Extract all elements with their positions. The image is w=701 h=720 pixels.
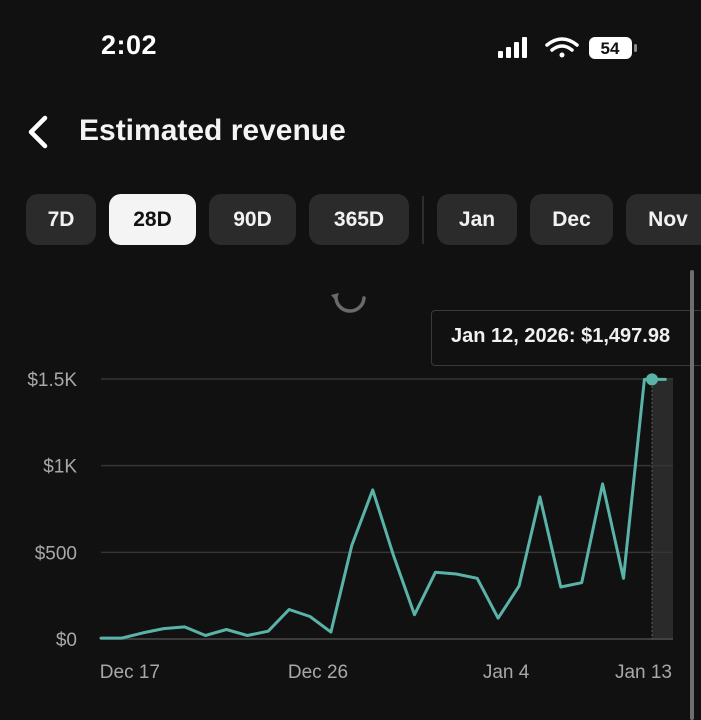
- revenue-line: [99, 377, 667, 640]
- highlight-band: [652, 378, 673, 640]
- period-selector: 7D 28D 90D 365D Jan Dec Nov: [26, 194, 701, 246]
- loading-spinner-icon: [331, 293, 366, 313]
- battery-icon: 54: [589, 37, 637, 59]
- chart-tooltip: Jan 12, 2026: $1,497.98: [431, 310, 701, 366]
- y-tick-label: $1.5K: [27, 370, 77, 391]
- status-icons: 54: [498, 37, 637, 59]
- x-tick-label: Dec 26: [288, 662, 348, 683]
- period-chip-28d[interactable]: 28D: [109, 194, 196, 245]
- x-tick-label: Jan 13: [615, 662, 672, 683]
- x-tick-label: Jan 4: [483, 662, 530, 683]
- scrollbar[interactable]: [690, 270, 694, 720]
- y-tick-label: $500: [35, 543, 77, 564]
- y-tick-label: $0: [56, 630, 77, 651]
- chevron-left-icon: [28, 115, 48, 149]
- period-chip-7d[interactable]: 7D: [26, 194, 96, 245]
- period-chip-dec[interactable]: Dec: [530, 194, 613, 245]
- tooltip-text: Jan 12, 2026: $1,497.98: [451, 325, 671, 347]
- period-chip-jan[interactable]: Jan: [437, 194, 517, 245]
- y-tick-label: $1K: [43, 457, 77, 478]
- battery-level: 54: [601, 39, 620, 58]
- period-chip-90d[interactable]: 90D: [209, 194, 296, 245]
- period-chip-365d[interactable]: 365D: [309, 194, 409, 245]
- period-chip-nov[interactable]: Nov: [626, 194, 701, 245]
- wifi-icon: [545, 37, 579, 58]
- status-time: 2:02: [101, 30, 158, 60]
- page-title: Estimated revenue: [79, 114, 346, 147]
- chip-divider: [422, 196, 424, 244]
- x-tick-label: Dec 17: [100, 662, 160, 683]
- back-button[interactable]: [22, 110, 62, 154]
- cellular-signal-icon: [498, 37, 527, 58]
- highlighted-point[interactable]: [646, 373, 658, 386]
